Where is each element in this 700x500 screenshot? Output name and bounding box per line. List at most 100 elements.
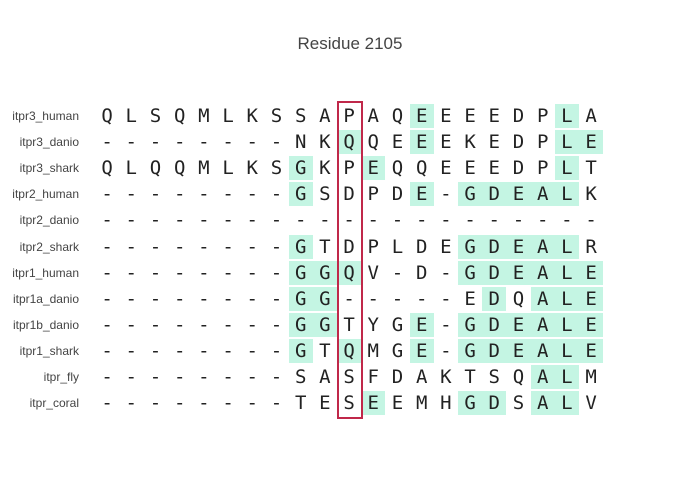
residue-cell: L xyxy=(554,338,579,363)
residue-cell: E xyxy=(361,391,386,416)
residue-cell: - xyxy=(149,287,162,310)
residue-cell: - xyxy=(391,261,404,284)
residue-cell: E xyxy=(506,260,531,285)
residue-cell: - xyxy=(270,339,283,362)
residue-cell: - xyxy=(246,287,258,310)
residue-cell: D xyxy=(343,235,355,258)
residue-cell: Y xyxy=(367,313,379,336)
residue-cell: T xyxy=(585,157,597,180)
residue-cell: - xyxy=(198,339,210,362)
residue-cell: Q xyxy=(337,260,362,285)
residue-cell: V xyxy=(585,392,597,415)
residue-cell: - xyxy=(367,287,379,310)
residue-cell: - xyxy=(125,261,137,284)
residue-cell: Q xyxy=(173,105,186,127)
residue-cell: H xyxy=(440,392,452,415)
residue-cell: A xyxy=(530,338,555,363)
residue-cell: - xyxy=(222,131,234,154)
residue-cell: K xyxy=(246,105,258,127)
residue-cell: - xyxy=(149,235,162,258)
residue-cell: - xyxy=(270,131,283,154)
residue-cell: - xyxy=(343,287,355,310)
residue-cell: L xyxy=(554,260,579,285)
sequence-label: itpr3_human xyxy=(12,109,79,123)
residue-cell: - xyxy=(585,209,597,232)
residue-cell: - xyxy=(101,287,113,310)
residue-cell: D xyxy=(482,260,507,285)
residue-cell: G xyxy=(312,286,337,311)
residue-cell: S xyxy=(319,183,331,206)
residue-cell: D xyxy=(415,261,428,284)
residue-cell: L xyxy=(554,182,579,207)
residue-cell: - xyxy=(173,366,186,388)
residue-cell: A xyxy=(530,312,555,337)
residue-cell: - xyxy=(125,313,137,336)
residue-cell: - xyxy=(222,313,234,336)
residue-cell: - xyxy=(512,209,525,232)
residue-cell: S xyxy=(270,157,283,180)
residue-cell: - xyxy=(319,209,331,232)
residue-cell: - xyxy=(246,131,258,154)
residue-cell: P xyxy=(536,131,549,154)
residue-cell: L xyxy=(391,235,404,258)
residue-cell: E xyxy=(440,105,452,127)
residue-cell: - xyxy=(246,313,258,336)
residue-cell: - xyxy=(222,366,234,388)
residue-cell: E xyxy=(464,105,476,127)
residue-cell: - xyxy=(222,392,234,415)
residue-cell: G xyxy=(288,338,313,363)
residue-cell: - xyxy=(173,339,186,362)
residue-cell: - xyxy=(198,392,210,415)
residue-cell: - xyxy=(149,392,162,415)
residue-cell: L xyxy=(554,312,579,337)
residue-cell: E xyxy=(409,312,434,337)
residue-cell: D xyxy=(343,183,355,206)
residue-cell: A xyxy=(530,286,555,311)
residue-cell: G xyxy=(288,312,313,337)
residue-cell: - xyxy=(222,235,234,258)
residue-cell: - xyxy=(246,261,258,284)
sequence-label: itpr1a_danio xyxy=(12,291,79,306)
residue-cell: D xyxy=(482,182,507,207)
sequence-label: itpr_coral xyxy=(29,396,79,411)
residue-cell: E xyxy=(409,338,434,363)
residue-cell: - xyxy=(222,183,234,206)
residue-cell: A xyxy=(367,105,379,127)
residue-cell: - xyxy=(173,183,186,206)
residue-cell: A xyxy=(530,260,555,285)
residue-cell: Q xyxy=(101,105,113,127)
residue-cell: E xyxy=(464,287,476,310)
residue-cell: L xyxy=(125,157,137,180)
residue-cell: G xyxy=(458,312,483,337)
residue-cell: - xyxy=(246,366,258,388)
residue-cell: G xyxy=(312,312,337,337)
residue-cell: - xyxy=(561,209,573,232)
residue-cell: - xyxy=(415,209,428,232)
residue-cell: E xyxy=(409,130,434,155)
residue-cell: T xyxy=(319,339,331,362)
residue-cell: E xyxy=(319,392,331,415)
residue-cell: M xyxy=(367,339,379,362)
residue-cell: - xyxy=(125,392,137,415)
residue-cell: E xyxy=(506,234,531,259)
residue-cell: - xyxy=(270,313,283,336)
residue-cell: - xyxy=(198,183,210,206)
residue-cell: - xyxy=(198,313,210,336)
residue-cell: - xyxy=(440,183,452,206)
residue-cell: Q xyxy=(149,157,162,180)
residue-cell: - xyxy=(173,131,186,154)
sequence-label: itpr3_danio xyxy=(19,135,79,150)
sequence-label: itpr1_shark xyxy=(19,343,79,358)
residue-cell: D xyxy=(482,391,507,416)
residue-cell: - xyxy=(270,261,283,284)
residue-cell: G xyxy=(458,391,483,416)
residue-cell: S xyxy=(294,366,307,388)
residue-cell: - xyxy=(173,235,186,258)
residue-cell: - xyxy=(198,209,210,232)
residue-cell: E xyxy=(391,131,404,154)
residue-cell: L xyxy=(554,104,579,128)
residue-cell: - xyxy=(101,183,113,206)
residue-cell: D xyxy=(482,338,507,363)
residue-cell: - xyxy=(222,287,234,310)
residue-cell: K xyxy=(464,131,476,154)
